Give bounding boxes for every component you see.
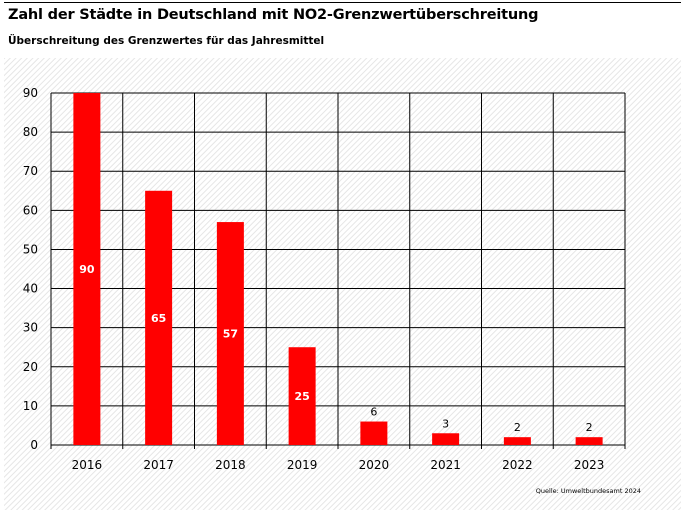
y-tick-label: 50	[23, 242, 38, 256]
y-tick-labels: 0 10 20 30 40 50 60 70 80 90	[23, 86, 38, 452]
x-tick-label: 2017	[143, 458, 174, 472]
y-tick-label: 30	[23, 321, 38, 335]
y-tick-label: 10	[23, 399, 38, 413]
data-label: 25	[294, 390, 309, 403]
chart-subtitle: Überschreitung des Grenzwertes für das J…	[8, 35, 325, 47]
y-tick-label: 60	[23, 203, 38, 217]
x-tick-label: 2021	[430, 458, 461, 472]
x-tick-label: 2023	[574, 458, 605, 472]
x-tick-label: 2019	[287, 458, 318, 472]
x-tick-label: 2018	[215, 458, 246, 472]
data-label: 2	[514, 421, 521, 434]
y-tick-label: 80	[23, 125, 38, 139]
y-tick-label: 40	[23, 282, 38, 296]
y-tick-label: 0	[30, 438, 38, 452]
chart-background	[4, 58, 681, 510]
bars	[73, 93, 603, 445]
bar	[503, 437, 531, 445]
data-label: 2	[586, 421, 593, 434]
bar	[575, 437, 603, 445]
y-tick-label: 70	[23, 164, 38, 178]
bar	[216, 222, 244, 445]
data-label: 90	[79, 263, 95, 276]
bar-chart: 0 10 20 30 40 50 60 70 80 90 2016 2017 2018 2019 2020…	[4, 58, 681, 510]
bar	[288, 347, 316, 445]
bar	[145, 190, 173, 445]
x-tick-labels: 2016 2017 2018 2019 2020 2021 2022 2023	[72, 458, 605, 472]
bar	[360, 421, 388, 445]
bar	[73, 93, 101, 445]
top-rule	[4, 2, 681, 3]
data-label: 65	[151, 312, 166, 325]
y-tick-label: 20	[23, 360, 38, 374]
x-tick-label: 2016	[72, 458, 103, 472]
source-note: Quelle: Umweltbundesamt 2024	[535, 487, 641, 495]
data-label: 6	[370, 406, 377, 419]
data-labels: 90 65 57 25 6 3 2 2	[79, 263, 592, 434]
x-tick-label: 2022	[502, 458, 533, 472]
data-label: 57	[223, 328, 238, 341]
chart-title: Zahl der Städte in Deutschland mit NO2-G…	[8, 7, 539, 23]
y-tick-label: 90	[23, 86, 38, 100]
data-label: 3	[442, 417, 449, 430]
x-tick-label: 2020	[359, 458, 390, 472]
bar	[432, 433, 460, 445]
